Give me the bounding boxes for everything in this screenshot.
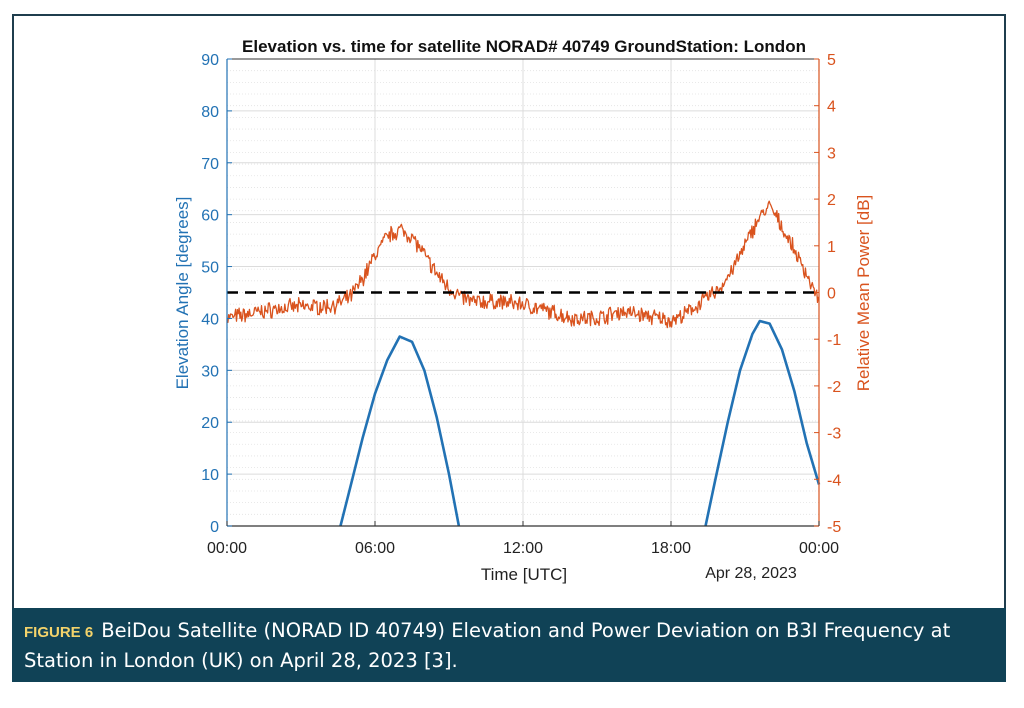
elevation-line [704, 319, 821, 527]
y-right-tick-label: -5 [827, 519, 841, 536]
chart-title: Elevation vs. time for satellite NORAD# … [242, 37, 806, 56]
y-right-tick-label: 0 [827, 286, 836, 303]
x-tick-label: 12:00 [503, 540, 543, 557]
y-left-tick-label: 10 [201, 467, 219, 484]
y-left-tick-label: 30 [201, 363, 219, 380]
y-right-tick-label: 3 [827, 145, 836, 162]
y-right-tick-label: 5 [827, 52, 836, 69]
y-right-tick-label: 2 [827, 192, 836, 209]
y-right-axis-label: Relative Mean Power [dB] [854, 195, 873, 392]
x-tick-label: 18:00 [651, 540, 691, 557]
y-right-tick-label: -4 [827, 472, 841, 489]
x-tick-label: 06:00 [355, 540, 395, 557]
y-left-tick-label: 50 [201, 260, 219, 277]
axes: 0 10 20 30 40 50 60 70 80 90 -5 -4 -3 -2 -1 0 1 2 3 4 5 00:00… [201, 52, 841, 557]
y-left-axis-label: Elevation Angle [degrees] [173, 197, 192, 390]
caption-label: FIGURE 6 [24, 624, 94, 641]
y-right-tick-label: -1 [827, 332, 841, 349]
y-left-tick-label: 40 [201, 311, 219, 328]
relative-power-line [227, 200, 820, 329]
y-right-tick-label: -3 [827, 426, 841, 443]
x-axis-label: Time [UTC] [481, 565, 567, 584]
y-left-tick-label: 60 [201, 208, 219, 225]
y-left-tick-label: 0 [210, 519, 219, 536]
elevation-line [339, 335, 461, 527]
y-left-tick-label: 70 [201, 156, 219, 173]
y-left-tick-label: 90 [201, 52, 219, 69]
x-tick-label: 00:00 [207, 540, 247, 557]
figure-caption: FIGURE 6 BeiDou Satellite (NORAD ID 40749… [12, 608, 1006, 682]
date-label: Apr 28, 2023 [705, 565, 797, 582]
chart: Elevation vs. time for satellite NORAD# … [173, 37, 873, 584]
caption-text: BeiDou Satellite (NORAD ID 40749) Elevat… [24, 619, 951, 672]
y-right-tick-label: -2 [827, 379, 841, 396]
plot-lines [227, 200, 821, 527]
y-left-tick-label: 20 [201, 415, 219, 432]
y-right-tick-label: 4 [827, 99, 836, 116]
y-right-tick-label: 1 [827, 239, 836, 256]
figure-frame [12, 14, 1006, 682]
y-left-tick-label: 80 [201, 104, 219, 121]
x-tick-label: 00:00 [799, 540, 839, 557]
